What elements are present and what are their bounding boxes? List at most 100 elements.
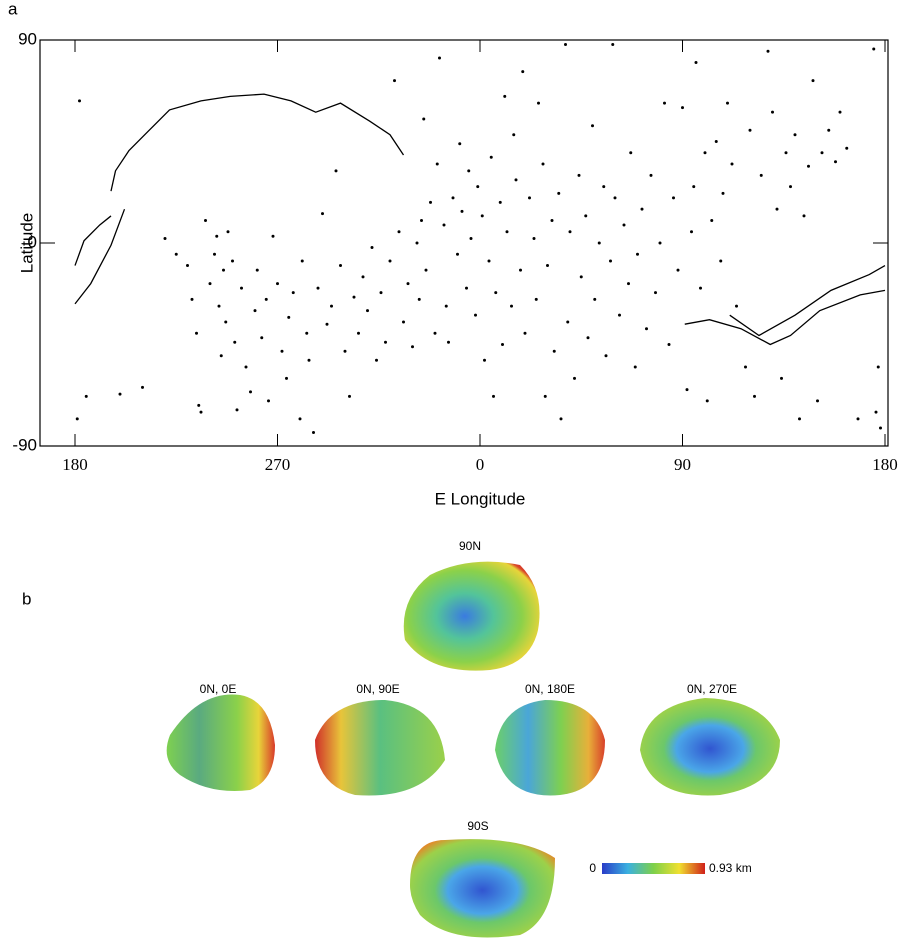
point [510,304,513,308]
point [357,331,360,335]
point [780,376,783,380]
point [476,185,480,189]
point [685,388,689,392]
point [586,336,590,340]
y-tick-label: -90 [12,435,37,454]
point [442,223,446,227]
point [611,43,615,47]
point [523,331,527,335]
point [429,200,432,204]
point [226,230,230,234]
point [710,218,714,222]
point [593,297,597,301]
point [568,230,572,234]
point [784,151,788,155]
point [694,61,698,65]
point [834,160,837,164]
point [546,264,549,268]
point [494,291,498,295]
shape-view [403,561,540,671]
point [325,322,329,326]
point [84,394,88,398]
point [552,349,556,353]
point [827,128,831,132]
point [618,313,621,317]
point [557,191,561,195]
point [838,110,842,114]
point [190,297,194,301]
point [163,236,167,240]
point [438,56,441,60]
point [480,214,484,218]
point [280,349,284,353]
point [633,365,637,369]
x-tick-label: 0 [476,455,485,474]
point [420,218,423,222]
point [213,252,216,256]
y-label: Latitude [17,213,36,274]
point [366,309,369,313]
point [748,128,752,132]
point [406,282,410,286]
point [528,196,531,200]
shape-view [166,694,275,791]
point [771,110,774,114]
point [424,268,428,272]
point [559,417,563,421]
point [543,394,547,398]
point [264,297,268,301]
plot: 180 270 0 90 180 -90 0 90 [12,29,897,473]
point [458,142,462,146]
point [75,417,79,421]
point [681,106,684,110]
point [577,173,581,177]
point [604,354,608,358]
point [807,164,810,168]
point [208,282,212,286]
point [285,376,288,380]
point [613,196,617,200]
x-tick-label: 270 [265,455,291,474]
point [820,151,824,155]
point [174,252,178,256]
point [474,313,477,317]
point [640,207,644,211]
y-tick-label: 90 [18,29,37,48]
point [451,196,455,200]
point [375,358,378,362]
point [597,241,601,245]
point [483,358,486,362]
boundary-line [74,215,112,266]
point [519,268,522,272]
point [735,304,738,308]
point [622,223,626,227]
point [467,169,471,173]
point [532,236,536,240]
point [714,140,718,143]
point [339,264,342,268]
point [411,345,414,349]
point [235,408,239,412]
point [330,304,333,308]
point [514,178,518,182]
point [759,173,763,177]
point [505,230,509,234]
point [271,234,275,238]
point [591,124,594,128]
point [215,234,219,238]
point [397,230,401,234]
point [307,358,311,362]
point [876,365,880,369]
point [692,185,696,189]
point [291,291,295,295]
point [636,252,639,256]
point [566,320,570,324]
point [550,218,554,222]
point [456,252,459,256]
point [465,286,468,290]
point [775,207,779,211]
shape-view [495,700,605,796]
point [469,236,473,240]
x-tick-label: 180 [62,455,88,474]
colorbar-label: 0.93 km [709,861,752,875]
